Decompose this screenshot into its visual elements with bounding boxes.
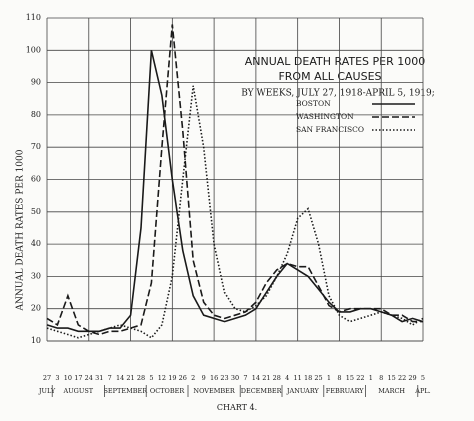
- month-label: JULY: [38, 387, 56, 395]
- x-tick-label: 5: [421, 374, 425, 382]
- x-tick-label: 27: [43, 374, 51, 382]
- x-tick-label: 29: [408, 374, 416, 382]
- x-tick-label: 31: [95, 374, 103, 382]
- y-tick-label: 40: [31, 239, 41, 248]
- y-tick-label: 70: [31, 142, 41, 151]
- month-label: AUGUST: [63, 387, 94, 395]
- x-tick-label: 15: [388, 374, 396, 382]
- x-tick-label: 8: [379, 374, 383, 382]
- x-tick-label: 7: [243, 374, 247, 382]
- x-tick-label: 24: [85, 374, 93, 382]
- legend-label: SAN FRANCISCO: [296, 125, 364, 134]
- x-tick-label: 17: [74, 374, 82, 382]
- x-tick-label: 15: [346, 374, 354, 382]
- x-tick-label: 5: [149, 374, 153, 382]
- x-tick-label: 12: [158, 374, 166, 382]
- x-tick-label: 19: [168, 374, 176, 382]
- x-tick-label: 30: [231, 374, 239, 382]
- caption: CHART 4.: [217, 403, 257, 412]
- x-tick-label: 14: [252, 374, 260, 382]
- x-tick-label: 25: [314, 374, 322, 382]
- chart-title: FROM ALL CAUSES: [278, 70, 381, 83]
- x-tick-label: 10: [64, 374, 72, 382]
- y-tick-label: 60: [31, 175, 41, 184]
- chart-subtitle: BY WEEKS, JULY 27, 1918-APRIL 5, 1919;: [241, 89, 435, 99]
- chart-title: ANNUAL DEATH RATES PER 1000: [245, 55, 426, 68]
- x-tick-label: 7: [108, 374, 112, 382]
- y-tick-label: 30: [31, 271, 41, 280]
- month-label: SEPTEMBER: [103, 387, 148, 395]
- month-label: DECEMBER: [241, 387, 283, 395]
- month-label: NOVEMBER: [193, 387, 236, 395]
- x-tick-label: 3: [55, 374, 59, 382]
- y-tick-label: 50: [31, 207, 41, 216]
- x-tick-label: 22: [356, 374, 364, 382]
- x-tick-label: 28: [273, 374, 281, 382]
- legend-label: WASHINGTON: [296, 112, 354, 121]
- x-tick-label: 1: [369, 374, 373, 382]
- x-tick-label: 21: [262, 374, 270, 382]
- series-line: [46, 24, 423, 336]
- x-tick-label: 22: [398, 374, 406, 382]
- x-tick-label: 11: [294, 374, 302, 382]
- x-tick-label: 9: [202, 374, 206, 382]
- x-tick-label: 21: [126, 374, 134, 382]
- x-tick-label: 16: [210, 374, 218, 382]
- y-tick-label: 110: [26, 13, 41, 22]
- y-tick-label: 90: [31, 78, 41, 87]
- month-label: FEBRUARY: [326, 387, 365, 395]
- x-tick-label: 18: [304, 374, 312, 382]
- month-label: MARCH: [378, 387, 405, 395]
- y-tick-label: 100: [26, 45, 41, 54]
- month-label: APL.: [414, 387, 430, 395]
- month-label: JANUARY: [286, 387, 320, 395]
- month-label: OCTOBER: [150, 387, 185, 395]
- y-tick-label: 10: [31, 336, 41, 345]
- x-tick-label: 4: [285, 374, 289, 382]
- y-tick-label: 80: [31, 110, 41, 119]
- y-tick-label: 20: [31, 304, 41, 313]
- x-tick-label: 14: [116, 374, 124, 382]
- x-tick-label: 23: [220, 374, 228, 382]
- legend-label: BOSTON: [296, 99, 331, 108]
- x-tick-label: 26: [179, 374, 187, 382]
- x-tick-label: 8: [337, 374, 341, 382]
- x-tick-label: 28: [137, 374, 145, 382]
- x-tick-label: 2: [191, 374, 195, 382]
- x-tick-label: 1: [327, 374, 331, 382]
- y-axis-label: ANNUAL DEATH RATES PER 1000: [16, 149, 26, 311]
